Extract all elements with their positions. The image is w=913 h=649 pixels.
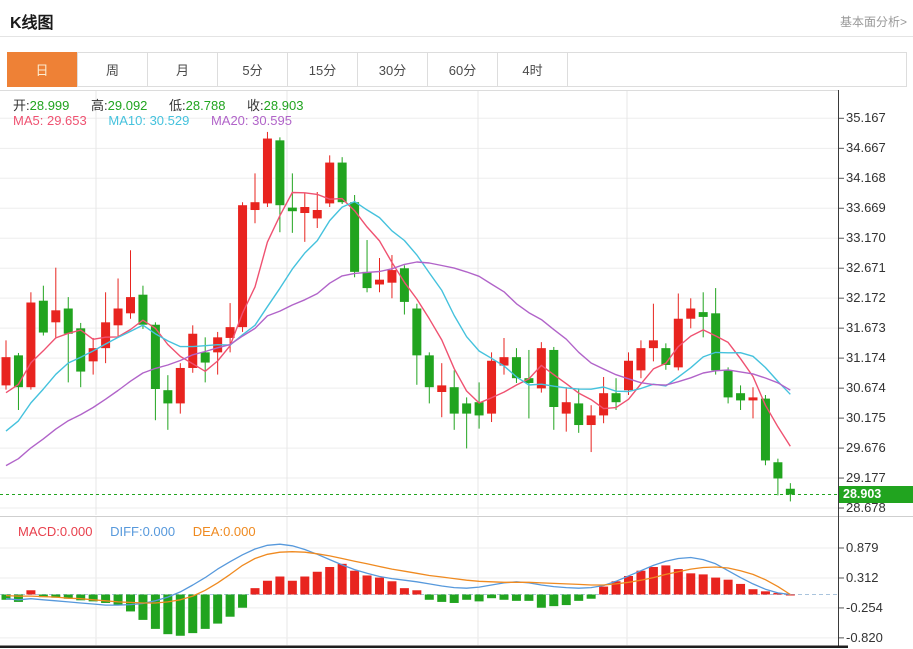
current-price-tag: 28.903 bbox=[839, 486, 913, 504]
high-value: 29.092 bbox=[107, 98, 148, 113]
diff-value: 0.000 bbox=[142, 524, 176, 539]
ma20-value: 30.595 bbox=[252, 113, 292, 128]
open-label: 开: bbox=[13, 98, 30, 113]
widget-header: K线图 基本面分析> bbox=[0, 0, 913, 37]
macd-legend: MACD:0.000 DIFF:0.000 DEA:0.000 bbox=[18, 524, 256, 539]
close-label: 收: bbox=[247, 98, 264, 113]
ma5-label: MA5: bbox=[13, 113, 44, 128]
ohlc-legend: 开:28.999 高:29.092 低:28.788 收:28.903 bbox=[13, 95, 303, 114]
fundamental-analysis-link[interactable]: 基本面分析> bbox=[839, 15, 907, 29]
tab-4hour[interactable]: 4时 bbox=[498, 53, 568, 86]
low-value: 28.788 bbox=[185, 98, 226, 113]
open-value: 28.999 bbox=[29, 98, 70, 113]
ma10-label: MA10: bbox=[108, 113, 146, 128]
page-title: K线图 bbox=[10, 15, 54, 32]
close-value: 28.903 bbox=[263, 98, 304, 113]
tab-5min[interactable]: 5分 bbox=[218, 53, 288, 86]
ma5-value: 29.653 bbox=[46, 113, 87, 128]
macd-label: MACD: bbox=[18, 524, 60, 539]
period-tab-bar: 日 周 月 5分 15分 30分 60分 4时 bbox=[7, 52, 907, 87]
dea-value: 0.000 bbox=[223, 524, 256, 539]
tab-15min[interactable]: 15分 bbox=[288, 53, 358, 86]
dea-label: DEA: bbox=[192, 524, 224, 539]
tab-60min[interactable]: 60分 bbox=[428, 53, 498, 86]
current-price-value: 28.903 bbox=[843, 487, 882, 502]
tab-month[interactable]: 月 bbox=[148, 53, 218, 86]
ma10-value: 30.529 bbox=[149, 113, 190, 128]
macd-value: 0.000 bbox=[59, 524, 93, 539]
tab-week[interactable]: 周 bbox=[78, 53, 148, 86]
tab-day[interactable]: 日 bbox=[7, 52, 78, 87]
ma-legend: MA5: 29.653 MA10: 30.529 MA20: 30.595 bbox=[13, 113, 292, 128]
diff-label: DIFF: bbox=[110, 524, 143, 539]
high-label: 高: bbox=[91, 98, 108, 113]
low-label: 低: bbox=[169, 98, 186, 113]
ma20-label: MA20: bbox=[210, 113, 249, 128]
tab-30min[interactable]: 30分 bbox=[358, 53, 428, 86]
